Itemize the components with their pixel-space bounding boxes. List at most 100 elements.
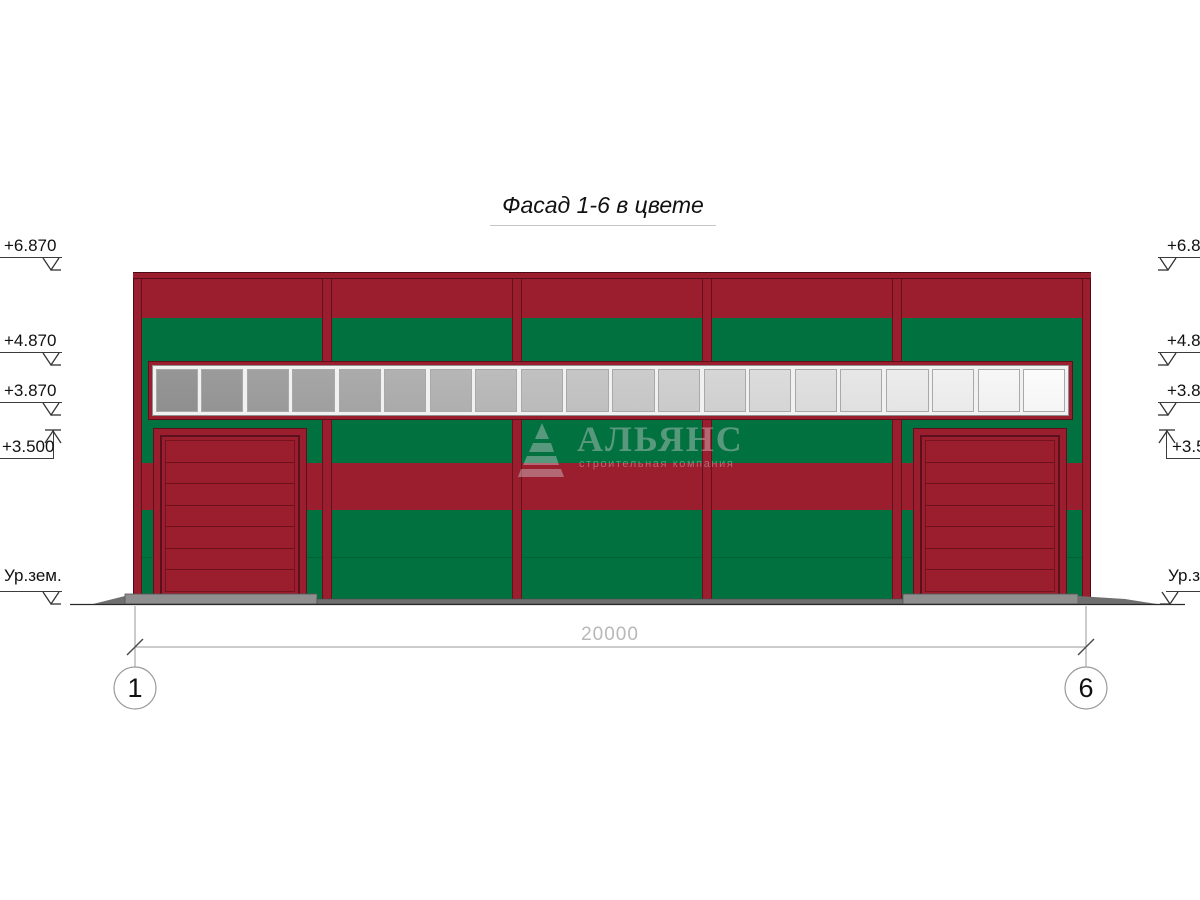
door-panel — [926, 527, 1054, 549]
door-panel — [166, 570, 294, 591]
ramp-left — [93, 596, 125, 604]
facade-mullion-4 — [892, 279, 902, 600]
door-panel — [926, 484, 1054, 506]
door-panel — [166, 527, 294, 549]
window-pane — [886, 369, 929, 412]
window-pane — [566, 369, 609, 412]
window-pane — [156, 369, 199, 412]
window-pane — [795, 369, 838, 412]
axis-number-6: 6 — [1078, 673, 1093, 703]
window-pane — [338, 369, 381, 412]
corner-pilaster-left — [133, 272, 142, 602]
drawing-title: Фасад 1-6 в цвете — [490, 192, 716, 226]
window-pane — [383, 369, 426, 412]
door-panel — [926, 570, 1054, 591]
level-mark-right-4870: +4.870 — [1158, 331, 1200, 367]
level-arrow-down-icon — [1158, 257, 1177, 272]
door-panels — [925, 440, 1055, 592]
level-value: +6.870 — [4, 236, 57, 255]
window-pane — [521, 369, 564, 412]
level-value: +6.870 — [1167, 236, 1200, 255]
door-panel — [166, 506, 294, 528]
level-value: Ур.зем. — [4, 566, 62, 585]
window-pane — [977, 369, 1020, 412]
facade-mullion-2 — [512, 279, 522, 600]
window-pane-group — [521, 369, 609, 412]
door-panel — [926, 441, 1054, 463]
window-panes — [152, 365, 1069, 416]
window-pane — [429, 369, 473, 412]
window-pane-group — [612, 369, 700, 412]
level-arrow-down-icon — [42, 591, 61, 606]
window-pane-group — [977, 369, 1065, 412]
level-value: +3.500 — [1172, 437, 1200, 456]
door-panel — [166, 441, 294, 463]
window-pane-group — [703, 369, 792, 412]
axis-number-1: 1 — [127, 673, 142, 703]
window-pane-group — [429, 369, 518, 412]
dimension-value: 20000 — [581, 624, 639, 645]
window-pane — [657, 369, 700, 412]
window-pane-group — [156, 369, 244, 412]
level-arrow-down-icon — [42, 402, 61, 417]
parapet-cap — [133, 272, 1091, 279]
level-value: +3.870 — [1167, 381, 1200, 400]
door-panel — [166, 463, 294, 485]
window-pane — [475, 369, 518, 412]
window-pane-group — [795, 369, 883, 412]
window-pane-group — [886, 369, 974, 412]
door-panel — [926, 506, 1054, 528]
window-pane-group — [338, 369, 426, 412]
level-arrow-down-icon — [1158, 402, 1177, 417]
door-panel — [926, 463, 1054, 485]
level-mark-right-6870: +6.870 — [1158, 236, 1200, 272]
window-pane — [612, 369, 655, 412]
level-value: +4.870 — [1167, 331, 1200, 350]
window-pane — [1022, 369, 1065, 412]
level-value: +4.870 — [4, 331, 57, 350]
level-mark-right-3500: +3.500 — [1158, 429, 1200, 459]
door-panel — [166, 484, 294, 506]
level-arrow-down-icon — [1158, 352, 1177, 367]
axis-bubble-6 — [1064, 666, 1108, 710]
panel-joint-line — [142, 557, 1082, 558]
level-mark-left-6870: +6.870 — [0, 236, 62, 272]
dimension-tick-left — [126, 638, 144, 656]
window-pane — [931, 369, 974, 412]
sectional-door-right — [913, 428, 1067, 600]
panel-band-red-top — [142, 279, 1082, 318]
level-mark-left-4870: +4.870 — [0, 331, 62, 367]
level-mark-right-3870: +3.870 — [1158, 381, 1200, 417]
level-mark-left-3870: +3.870 — [0, 381, 62, 417]
facade-mullion-3 — [702, 279, 712, 600]
window-pane — [201, 369, 244, 412]
level-mark-left-ground: Ур.зем. — [0, 566, 62, 606]
building-facade — [133, 272, 1091, 604]
level-mark-left-3500: +3.500 — [0, 429, 62, 459]
level-value: +3.500 — [2, 437, 55, 456]
corner-pilaster-right — [1082, 272, 1091, 602]
level-value: Ур.зем. — [1168, 566, 1200, 585]
door-leaf — [920, 435, 1060, 597]
level-arrow-down-icon — [42, 257, 61, 272]
window-pane — [748, 369, 792, 412]
sectional-door-left — [153, 428, 307, 600]
door-leaf — [160, 435, 300, 597]
level-arrow-down-icon — [1160, 591, 1179, 606]
window-pane — [247, 369, 290, 412]
level-arrow-down-icon — [42, 352, 61, 367]
dimension-tick-right — [1077, 638, 1095, 656]
axis-bubble-1 — [113, 666, 157, 710]
window-pane — [703, 369, 746, 412]
door-panels — [165, 440, 295, 592]
door-panel — [926, 549, 1054, 571]
window-pane — [292, 369, 335, 412]
level-arrow-up-icon — [44, 429, 62, 444]
level-arrow-up-icon — [1158, 429, 1176, 444]
door-panel — [166, 549, 294, 571]
level-mark-right-ground: Ур.зем. — [1160, 566, 1200, 606]
level-value: +3.870 — [4, 381, 57, 400]
window-pane — [840, 369, 883, 412]
facade-mullion-1 — [322, 279, 332, 600]
